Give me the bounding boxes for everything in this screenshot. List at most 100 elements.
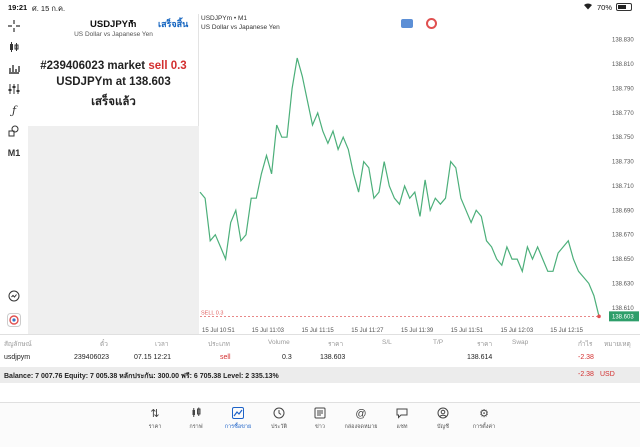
quotes-icon: ⇅ bbox=[150, 408, 160, 420]
order-result-line3: เสร็จแล้ว bbox=[91, 96, 136, 108]
col-price[interactable]: ราคา bbox=[328, 341, 344, 348]
y-tick-label: 138.750 bbox=[612, 135, 634, 141]
objects-icon[interactable] bbox=[6, 123, 22, 139]
x-tick-label: 15 Jul 11:27 bbox=[351, 328, 384, 334]
battery-percent: 70% bbox=[596, 2, 612, 12]
x-axis: 15 Jul 10:51 15 Jul 11:03 15 Jul 11:15 15 J… bbox=[202, 328, 584, 334]
target-icon[interactable] bbox=[426, 18, 437, 29]
order-result-prefix: #239406023 market bbox=[40, 60, 146, 72]
current-price-tag: 138.603 bbox=[609, 311, 639, 322]
symbol-name: USDJPYm bbox=[90, 19, 137, 30]
done-button[interactable]: เสร็จสิ้น bbox=[158, 19, 189, 29]
row-symbol: usdjpym bbox=[4, 354, 31, 361]
symbol-selector[interactable]: USDJPYm ▼ bbox=[28, 17, 199, 31]
crosshair-icon[interactable] bbox=[6, 18, 22, 34]
chart-symbol-description: US Dollar vs Japanese Yen bbox=[201, 23, 280, 31]
indicators-icon[interactable] bbox=[6, 60, 22, 76]
panel-empty-area bbox=[28, 126, 199, 334]
nav-account-label: บัญชี bbox=[437, 424, 449, 430]
row-profit: -2.38 bbox=[578, 354, 594, 361]
chevron-down-icon: ▼ bbox=[128, 19, 135, 26]
battery-icon bbox=[616, 3, 632, 11]
y-tick-label: 138.810 bbox=[612, 62, 634, 68]
nav-settings[interactable]: ⚙ การตั้งค่า bbox=[462, 407, 506, 431]
nav-history-label: ประวัติ bbox=[270, 424, 288, 430]
nav-mailbox[interactable]: @ กล่องจดหมาย bbox=[339, 407, 383, 431]
y-tick-label: 138.710 bbox=[612, 184, 634, 190]
chart-title: USDJPYm • M1 bbox=[201, 15, 247, 22]
nav-chat[interactable]: แชท bbox=[380, 407, 424, 431]
col-symbol[interactable]: สัญลักษณ์ bbox=[4, 341, 32, 348]
x-tick-label: 15 Jul 11:15 bbox=[302, 328, 335, 334]
nav-mailbox-label: กล่องจดหมาย bbox=[344, 424, 378, 430]
last-price-dot bbox=[597, 314, 601, 319]
mailbox-icon: @ bbox=[355, 408, 367, 420]
nav-quotes-label: ราคา bbox=[148, 424, 162, 430]
history-icon bbox=[257, 407, 301, 421]
function-icon[interactable]: ƒ bbox=[11, 103, 17, 117]
x-tick-label: 15 Jul 12:03 bbox=[501, 328, 534, 334]
current-price-label: 138.603 bbox=[612, 314, 634, 320]
sliders-icon[interactable] bbox=[6, 81, 22, 97]
y-tick-label: 138.670 bbox=[612, 233, 634, 239]
nav-charts-label: กราฟ bbox=[189, 424, 203, 430]
nav-quotes[interactable]: ⇅ ราคา bbox=[133, 407, 177, 431]
symbol-description: US Dollar vs Japanese Yen bbox=[74, 31, 153, 38]
x-tick-label: 15 Jul 11:03 bbox=[252, 328, 285, 334]
col-tp[interactable]: T/P bbox=[433, 339, 444, 346]
price-series-line bbox=[199, 57, 600, 317]
y-tick-label: 138.770 bbox=[612, 111, 634, 117]
price-chart[interactable]: 138.830 138.810 138.790 138.770 138.750 138.7… bbox=[199, 14, 640, 334]
chart-toolbar: ƒ M1 bbox=[0, 14, 28, 334]
y-tick-label: 138.790 bbox=[612, 86, 634, 92]
col-sl[interactable]: S/L bbox=[382, 339, 392, 346]
sell-level-label: SELL 0.3 bbox=[201, 310, 223, 316]
account-icon bbox=[421, 407, 465, 421]
row-time: 07.15 12:21 bbox=[134, 354, 171, 361]
nav-charts[interactable]: กราฟ bbox=[174, 407, 218, 431]
chart-header: USDJPYm • M1 US Dollar vs Japanese Yen bbox=[201, 15, 280, 32]
nav-account[interactable]: บัญชี bbox=[421, 407, 465, 431]
y-tick-label: 138.730 bbox=[612, 160, 634, 166]
col-time[interactable]: เวลา bbox=[155, 341, 169, 348]
order-panel: USDJPYm ▼ เสร็จสิ้น US Dollar vs Japanes… bbox=[28, 14, 199, 334]
y-tick-label: 138.830 bbox=[612, 38, 634, 44]
col-swap[interactable]: Swap bbox=[512, 339, 529, 346]
zoom-icon[interactable] bbox=[6, 288, 22, 304]
row-ticket: 239406023 bbox=[74, 354, 110, 361]
trade-icon bbox=[216, 407, 260, 421]
positions-table-header: สัญลักษณ์ ตั๋ว เวลา ประเภท Volume ราคา S… bbox=[0, 334, 640, 349]
col-type[interactable]: ประเภท bbox=[208, 341, 230, 348]
chat-icon bbox=[380, 407, 424, 421]
row-current-price: 138.614 bbox=[467, 354, 493, 361]
balance-currency: USD bbox=[600, 371, 615, 378]
nav-news[interactable]: ข่าว bbox=[298, 407, 342, 431]
balance-bar: Balance: 7 007.76 Equity: 7 005.38 หลักป… bbox=[0, 367, 640, 383]
col-current-price[interactable]: ราคา bbox=[477, 341, 493, 348]
row-price: 138.603 bbox=[320, 354, 346, 361]
nav-trade-label: การซื้อขาย bbox=[224, 424, 252, 430]
nav-history[interactable]: ประวัติ bbox=[257, 407, 301, 431]
balance-profit: -2.38 bbox=[578, 371, 594, 378]
nav-news-label: ข่าว bbox=[315, 424, 325, 430]
timeframe-button[interactable]: M1 bbox=[7, 148, 21, 158]
x-tick-label: 15 Jul 11:51 bbox=[451, 328, 484, 334]
balance-text: Balance: 7 007.76 Equity: 7 005.38 หลักป… bbox=[4, 373, 279, 380]
sync-icon[interactable] bbox=[6, 312, 22, 328]
col-profit[interactable]: กำไร bbox=[578, 341, 593, 348]
col-comment[interactable]: หมายเหตุ bbox=[604, 341, 631, 348]
candles-icon bbox=[174, 407, 218, 421]
y-tick-label: 138.610 bbox=[612, 306, 634, 312]
order-result-line1: #239406023 market sell 0.3 bbox=[28, 60, 199, 72]
y-tick-label: 138.690 bbox=[612, 208, 634, 214]
nav-trade[interactable]: การซื้อขาย bbox=[216, 407, 260, 431]
col-volume[interactable]: Volume bbox=[268, 339, 290, 346]
col-ticket[interactable]: ตั๋ว bbox=[100, 341, 108, 348]
battery-fill bbox=[618, 5, 627, 9]
one-click-trading-icon[interactable] bbox=[401, 19, 413, 28]
table-row[interactable]: usdjpym 239406023 07.15 12:21 sell 0.3 1… bbox=[0, 350, 640, 366]
candle-chart-icon[interactable] bbox=[6, 39, 22, 55]
settings-icon: ⚙ bbox=[479, 408, 489, 420]
x-tick-label: 15 Jul 12:15 bbox=[550, 328, 583, 334]
nav-settings-label: การตั้งค่า bbox=[472, 424, 496, 430]
